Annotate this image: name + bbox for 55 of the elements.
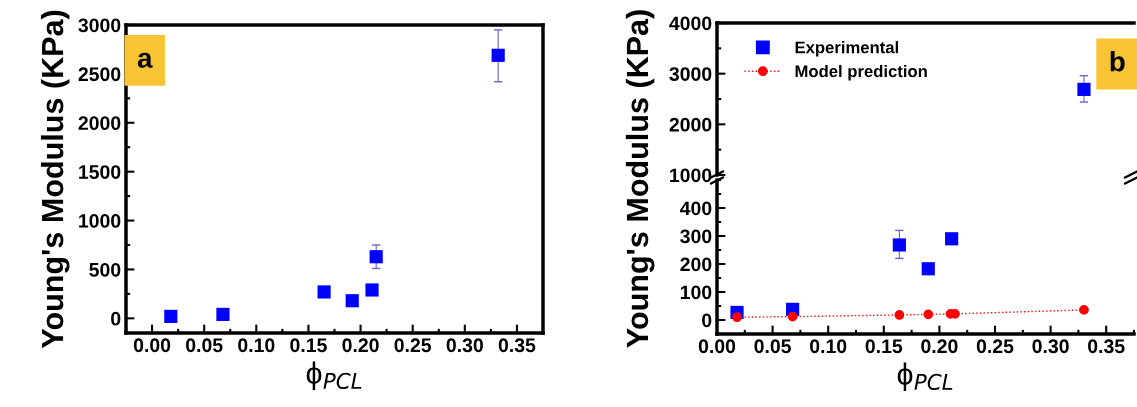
point <box>787 311 798 322</box>
y-tick-label: 400 <box>679 201 712 216</box>
x-tick-label: 0.00 <box>133 338 171 353</box>
point <box>369 250 383 264</box>
point <box>365 283 379 297</box>
x-tick-label: 0.15 <box>290 338 327 353</box>
annotation: b <box>1110 51 1125 72</box>
point <box>164 309 178 323</box>
x-axis-title: ϕ$_{PCL}$ <box>897 362 953 392</box>
y-tick-label: 2000 <box>78 116 121 131</box>
point <box>345 294 359 308</box>
x-tick-label: 0.20 <box>921 339 958 354</box>
x-tick-label: 0.10 <box>810 339 847 354</box>
point <box>1079 305 1089 315</box>
x-tick-label: 0.25 <box>976 339 1014 354</box>
y-tick-label: 500 <box>89 262 121 277</box>
x-tick-label: 0.05 <box>754 339 791 354</box>
x-tick-label: 0.35 <box>1088 339 1125 354</box>
legend-label: Experimental <box>795 41 898 57</box>
y-tick-label: 1000 <box>79 214 121 228</box>
x-tick-label: 0.20 <box>342 338 379 353</box>
point <box>491 48 505 62</box>
x-tick-label: 0.15 <box>865 339 903 354</box>
y-tick-label: 100 <box>680 285 712 300</box>
point <box>892 238 906 252</box>
y-tick-label: 0 <box>111 311 121 326</box>
annotation: a <box>137 52 153 68</box>
point <box>732 312 742 323</box>
y-tick-label: 3000 <box>669 67 712 81</box>
x-tick-label: 0.00 <box>698 339 736 354</box>
x-tick-label: 0.30 <box>446 338 483 353</box>
y-tick-label: 3000 <box>78 18 121 33</box>
y-tick-label: 4000 <box>669 16 712 31</box>
x-tick-label: 0.05 <box>186 338 223 353</box>
y-tick-label: 300 <box>680 229 712 244</box>
y-tick-label: 1500 <box>79 165 121 179</box>
legend-label: Model prediction <box>795 64 927 81</box>
y-tick-label: 2500 <box>78 67 121 82</box>
x-tick-label: 0.35 <box>498 338 536 353</box>
point <box>216 307 230 322</box>
y-axis-title: Young's Modulus (KPa) <box>40 10 70 349</box>
x-tick-label: 0.10 <box>238 338 275 353</box>
point <box>923 309 934 320</box>
point <box>894 310 905 320</box>
x-tick-label: 0.30 <box>1032 339 1069 354</box>
point <box>317 285 331 299</box>
y-tick-label: 0 <box>702 313 712 328</box>
y-tick-label: 200 <box>680 257 712 272</box>
x-tick-label: 0.25 <box>394 338 432 353</box>
x-axis-title: ϕ$_{PCL}$ <box>306 361 362 391</box>
y-tick-label: 2000 <box>669 117 712 132</box>
point <box>945 232 959 246</box>
point <box>921 262 935 276</box>
y-tick-label: 1000 <box>670 168 712 183</box>
y-axis-title: Young's Modulus (KPa) <box>625 10 655 348</box>
